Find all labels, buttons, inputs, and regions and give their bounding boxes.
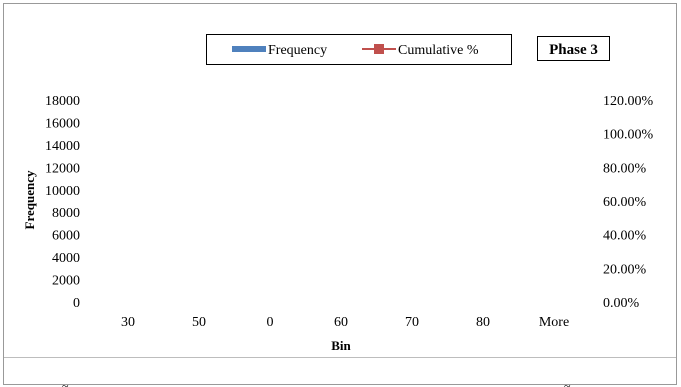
x-tick-label: 0 <box>267 315 274 330</box>
x-axis-title: Bin <box>331 338 351 353</box>
y-tick-label: 10000 <box>45 184 80 199</box>
x-tick-label: 30 <box>121 315 135 330</box>
x-tick-label: 80 <box>476 315 490 330</box>
legend-box <box>206 34 512 65</box>
legend: Frequency Cumulative % <box>206 34 512 65</box>
x-tick-label: 60 <box>334 315 348 330</box>
y-tick-label: 0 <box>73 296 80 311</box>
y2-tick-label: 60.00% <box>603 195 647 210</box>
y-tick-label: 2000 <box>52 274 80 289</box>
legend-cumulative-label: Cumulative % <box>398 43 479 58</box>
y2-tick-label: 20.00% <box>603 262 647 277</box>
bottom-fragment-right: ~ <box>564 379 571 387</box>
x-tick-label: More <box>539 315 569 330</box>
x-axis-ticks: 30 50 0 60 70 80 More <box>121 315 569 330</box>
left-axis-ticks: 0 2000 4000 6000 8000 10000 12000 14000 16000 180… <box>45 94 80 311</box>
legend-frequency-swatch <box>232 46 266 52</box>
bottom-fragment-left: ~ <box>62 379 69 387</box>
right-axis-ticks: 0.00% 20.00% 40.00% 60.00% 80.00% 100.00% 120.… <box>603 94 654 311</box>
legend-cumulative-marker <box>374 44 384 54</box>
y-tick-label: 4000 <box>52 251 80 266</box>
y-tick-label: 16000 <box>45 116 80 131</box>
y2-tick-label: 100.00% <box>603 128 654 143</box>
legend-frequency-label: Frequency <box>268 43 327 58</box>
y-tick-label: 6000 <box>52 229 80 244</box>
y-tick-label: 14000 <box>45 139 80 154</box>
y-tick-label: 8000 <box>52 206 80 221</box>
y-tick-label: 12000 <box>45 161 80 176</box>
x-tick-label: 70 <box>405 315 419 330</box>
y2-tick-label: 80.00% <box>603 161 647 176</box>
x-tick-label: 50 <box>192 315 206 330</box>
phase-annotation: Phase 3 <box>537 36 610 61</box>
y2-tick-label: 120.00% <box>603 94 654 109</box>
chart-border <box>3 3 677 385</box>
phase-annotation-box <box>537 36 610 61</box>
y-tick-label: 18000 <box>45 94 80 109</box>
y-axis-title: Frequency <box>22 170 37 229</box>
y2-tick-label: 40.00% <box>603 229 647 244</box>
y2-tick-label: 0.00% <box>603 296 640 311</box>
phase-annotation-label: Phase 3 <box>549 42 598 58</box>
